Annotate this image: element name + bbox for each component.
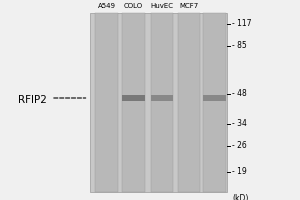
Bar bbox=[203, 95, 226, 101]
Bar bbox=[90, 13, 226, 192]
Text: COLO: COLO bbox=[124, 3, 143, 9]
Text: HuvEC: HuvEC bbox=[151, 3, 173, 9]
Text: - 85: - 85 bbox=[232, 42, 247, 50]
Text: - 26: - 26 bbox=[232, 142, 247, 150]
Bar bbox=[151, 95, 173, 101]
Text: RFIP2: RFIP2 bbox=[18, 95, 47, 105]
Text: MCF7: MCF7 bbox=[179, 3, 199, 9]
Text: - 117: - 117 bbox=[232, 20, 252, 28]
Bar bbox=[122, 13, 145, 192]
Text: - 19: - 19 bbox=[232, 168, 247, 176]
Bar bbox=[203, 13, 226, 192]
Text: - 34: - 34 bbox=[232, 119, 247, 129]
Text: (kD): (kD) bbox=[232, 194, 249, 200]
Bar bbox=[178, 13, 200, 192]
Text: - 48: - 48 bbox=[232, 90, 247, 98]
Bar bbox=[151, 13, 173, 192]
Bar bbox=[122, 95, 145, 101]
Text: A549: A549 bbox=[98, 3, 116, 9]
Bar bbox=[95, 13, 118, 192]
